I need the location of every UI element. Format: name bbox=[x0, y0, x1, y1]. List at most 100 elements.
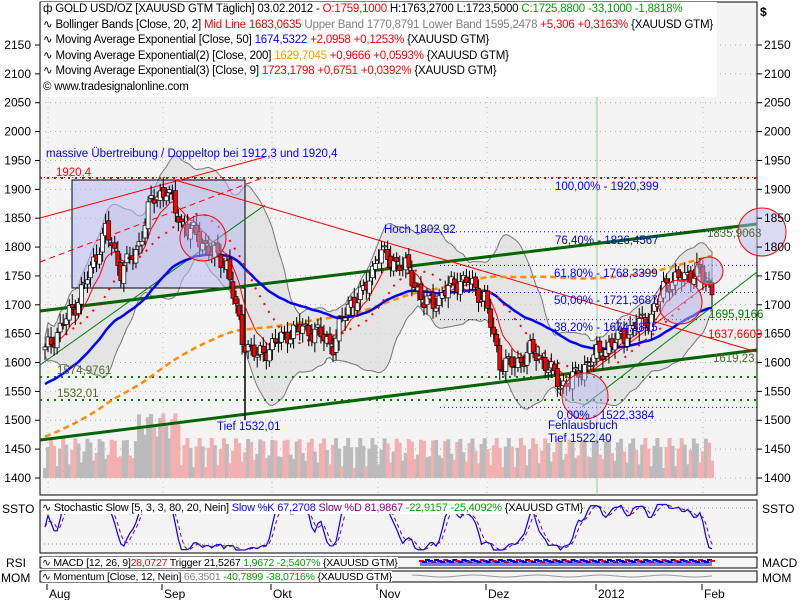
red-channel-upper bbox=[39, 156, 266, 219]
volume-bar bbox=[652, 445, 657, 478]
candle-body bbox=[173, 190, 178, 214]
momentum-line bbox=[411, 574, 713, 578]
macd-bar bbox=[682, 560, 688, 562]
stoch-symbol: {XAUUSD GTM} bbox=[504, 502, 584, 514]
volume-bar bbox=[606, 439, 611, 478]
candle-body bbox=[148, 195, 154, 199]
candle-body bbox=[406, 254, 412, 268]
volume-bar bbox=[264, 458, 269, 478]
ema9-line bbox=[44, 201, 713, 379]
volume-bar bbox=[634, 449, 639, 478]
macd-bar bbox=[706, 559, 712, 561]
volume-bar bbox=[585, 456, 590, 478]
candle-body bbox=[382, 245, 387, 248]
legend-ema50-symbol: {XAUUSD GTM} bbox=[407, 34, 490, 47]
candle-body bbox=[151, 198, 157, 204]
macd-bar bbox=[515, 559, 521, 561]
volume-bar bbox=[497, 447, 502, 478]
volume-bar bbox=[146, 417, 151, 478]
stoch-name: Stochastic Slow [5, 3, 3, 80, 20, Nein] bbox=[53, 502, 229, 514]
volume-bar bbox=[697, 462, 702, 478]
volume-bar bbox=[237, 442, 242, 478]
volume-bar bbox=[64, 444, 69, 478]
x-tick-label: Okt bbox=[273, 587, 292, 600]
macd-name: MACD [12, 26, 9] bbox=[53, 557, 131, 568]
macd-bar bbox=[464, 560, 470, 562]
volume-bar bbox=[303, 460, 308, 478]
volume-bar bbox=[612, 460, 617, 478]
volume-bar bbox=[558, 442, 563, 478]
legend-ema50-name: Moving Average Exponential [Close, 50] bbox=[55, 34, 252, 47]
macd-bar bbox=[491, 560, 497, 562]
volume-bar bbox=[573, 458, 578, 478]
legend-ema9[interactable]: ∿ Moving Average Exponential(3) [Close, … bbox=[43, 64, 713, 80]
candle-body bbox=[133, 249, 139, 264]
volume-bar bbox=[209, 438, 214, 478]
volume-bar bbox=[155, 436, 160, 478]
macd-bar bbox=[567, 561, 573, 563]
volume-bar bbox=[367, 448, 372, 478]
volume-bar bbox=[600, 458, 605, 478]
volume-bar bbox=[58, 448, 63, 478]
volume-bar bbox=[315, 462, 320, 478]
legend-ema200[interactable]: ∿ Moving Average Exponential(2) [Close, … bbox=[43, 49, 713, 65]
candle-body bbox=[318, 326, 324, 338]
candle-body bbox=[436, 295, 442, 306]
highlight-circles bbox=[179, 207, 787, 420]
candle-body bbox=[682, 272, 688, 280]
macd-bar bbox=[437, 560, 443, 562]
candle-body bbox=[115, 250, 121, 266]
copyright[interactable]: © www.tradesignalonline.com bbox=[43, 80, 189, 93]
macd-legend[interactable]: ∿ MACD [12, 26, 9]28,0727 Trigger 21,526… bbox=[42, 557, 398, 568]
macd-bar bbox=[509, 560, 515, 562]
macd-bar bbox=[467, 561, 473, 563]
volume-bar bbox=[343, 445, 348, 478]
candle-body bbox=[121, 265, 127, 284]
volume-bar bbox=[667, 438, 672, 478]
y-tick-label: 1450 bbox=[4, 442, 31, 456]
candle-body bbox=[430, 292, 436, 309]
macd-bar bbox=[561, 559, 567, 561]
x-tick-label: Sep bbox=[164, 587, 186, 600]
volume-bar bbox=[73, 438, 78, 478]
macd-bar bbox=[494, 561, 500, 563]
stoch-legend[interactable]: ∿ Stochastic Slow [5, 3, 3, 80, 20, Nein… bbox=[42, 502, 583, 514]
candle-body bbox=[418, 283, 424, 301]
mom-label-left: MOM bbox=[1, 571, 30, 585]
legend-ema50[interactable]: ∿ Moving Average Exponential [Close, 50]… bbox=[43, 33, 713, 49]
candle-body bbox=[327, 333, 333, 345]
volume-bar bbox=[185, 438, 190, 478]
y-tick-label: 2000 bbox=[764, 125, 791, 139]
circle-breakout bbox=[657, 279, 703, 325]
volume-bar bbox=[49, 438, 54, 478]
volume-bar bbox=[415, 454, 420, 478]
macd-bar bbox=[710, 560, 715, 562]
legend-bollinger[interactable]: ∿ Bollinger Bands [Close, 20, 2] Mid Lin… bbox=[43, 18, 713, 34]
volume-bar bbox=[579, 440, 584, 478]
volume-bar bbox=[543, 438, 548, 478]
candle-body bbox=[606, 341, 612, 354]
volume-bar bbox=[515, 447, 520, 478]
mom-legend[interactable]: ∿ Momentum [Close, 12, Nein] 66,3501 -40… bbox=[42, 571, 393, 582]
macd-bar bbox=[634, 559, 640, 561]
volume-bar bbox=[52, 445, 57, 478]
candle-body bbox=[276, 342, 281, 344]
volume-bar bbox=[364, 466, 369, 478]
volume-bar bbox=[679, 438, 684, 478]
indicator-icon: ∿ bbox=[43, 34, 53, 47]
macd-bar bbox=[500, 560, 506, 562]
macd-bar bbox=[600, 560, 606, 562]
volume-bar bbox=[376, 464, 381, 478]
candle-body bbox=[476, 288, 481, 303]
volume-bar bbox=[291, 458, 296, 478]
chart-legend: ф GOLD USD/OZ [XAUUSD GTM Täglich] 03.02… bbox=[41, 2, 718, 97]
candle-body bbox=[106, 220, 112, 241]
candle-body bbox=[639, 313, 645, 316]
volume-bars bbox=[43, 413, 714, 478]
stoch-k: Slow %K 67,2708 bbox=[231, 502, 316, 514]
mom-change: -40,7899 -38,0716% bbox=[223, 571, 315, 582]
fib-0-label: 0,00% - 1522,3384 bbox=[557, 410, 655, 422]
indicator-icon: ∿ bbox=[42, 557, 51, 568]
volume-bar bbox=[400, 460, 405, 478]
volume-bar bbox=[518, 438, 523, 478]
